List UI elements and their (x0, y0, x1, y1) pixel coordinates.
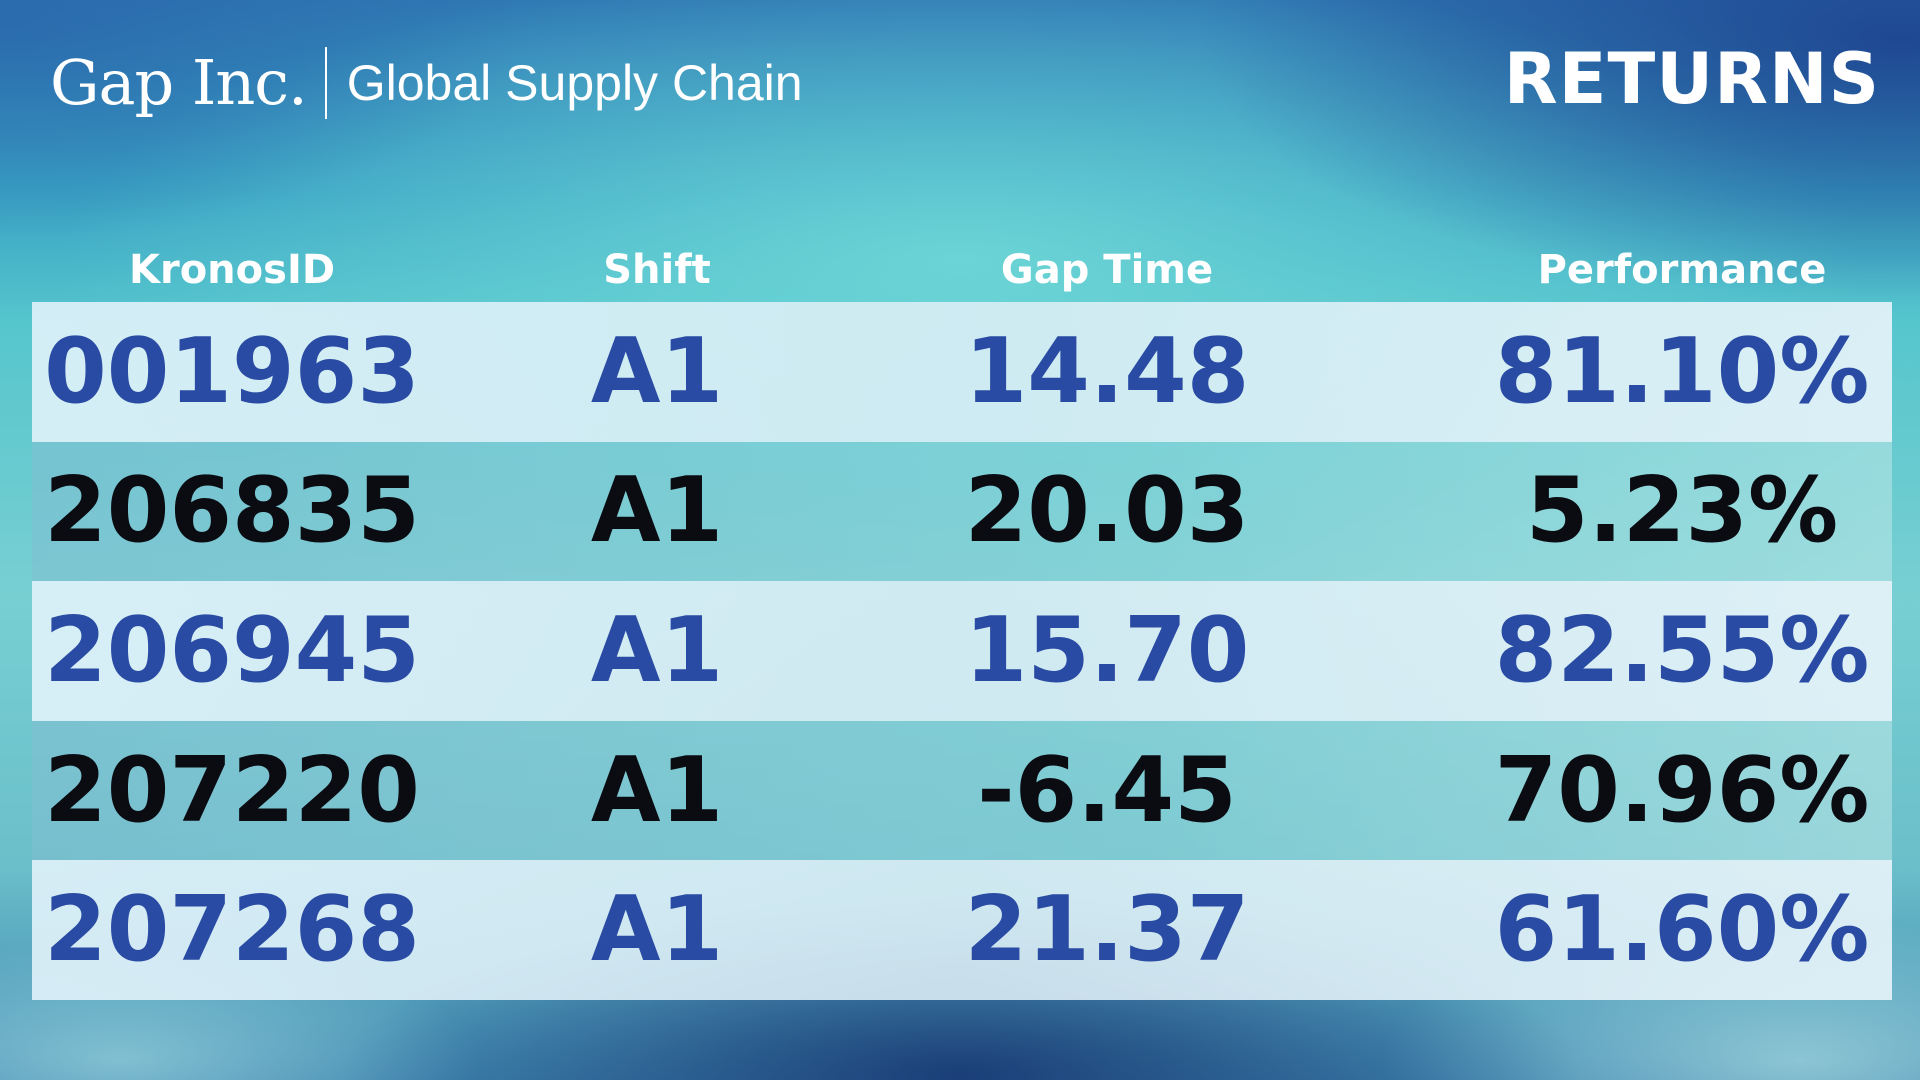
table-header: KronosID Shift Gap Time Performance (32, 244, 1892, 296)
kronos-id-cell: 207268 (44, 877, 420, 983)
page-title: RETURNS (1503, 38, 1880, 120)
kronos-id-cell: 207220 (44, 737, 420, 843)
column-header-shift: Shift (603, 247, 711, 293)
gap-time-cell: 20.03 (964, 458, 1250, 564)
shift-cell: A1 (590, 318, 724, 424)
kronos-id-cell: 206945 (44, 597, 420, 703)
brand-subtitle: Global Supply Chain (346, 55, 803, 111)
performance-cell: 82.55% (1494, 597, 1870, 703)
performance-cell: 70.96% (1494, 737, 1870, 843)
brand-header: Gap Inc. Global Supply Chain (50, 38, 803, 128)
performance-cell: 5.23% (1525, 458, 1839, 564)
brand-divider (324, 47, 327, 119)
performance-cell: 61.60% (1494, 877, 1870, 983)
column-header-performance: Performance (1537, 247, 1827, 293)
column-header-kronosid: KronosID (128, 247, 336, 293)
table-row: 001963 A1 14.48 81.10% (32, 302, 1892, 442)
shift-cell: A1 (590, 877, 724, 983)
shift-cell: A1 (590, 597, 724, 703)
gap-time-cell: 15.70 (964, 597, 1250, 703)
gap-time-cell: -6.45 (977, 737, 1237, 843)
shift-cell: A1 (590, 458, 724, 564)
returns-table: 001963 A1 14.48 81.10% 206835 A1 20.03 5… (32, 302, 1892, 1000)
table-row: 207220 A1 -6.45 70.96% (32, 720, 1892, 861)
gap-time-cell: 14.48 (964, 318, 1250, 424)
brand-logo: Gap Inc. (50, 46, 308, 119)
table-row: 206835 A1 20.03 5.23% (32, 441, 1892, 582)
table-row: 207268 A1 21.37 61.60% (32, 860, 1892, 1000)
performance-cell: 81.10% (1494, 318, 1870, 424)
table-row: 206945 A1 15.70 82.55% (32, 581, 1892, 721)
gap-time-cell: 21.37 (964, 877, 1250, 983)
shift-cell: A1 (590, 737, 724, 843)
column-header-gap-time: Gap Time (1000, 247, 1214, 293)
kronos-id-cell: 206835 (44, 458, 420, 564)
kronos-id-cell: 001963 (44, 318, 420, 424)
